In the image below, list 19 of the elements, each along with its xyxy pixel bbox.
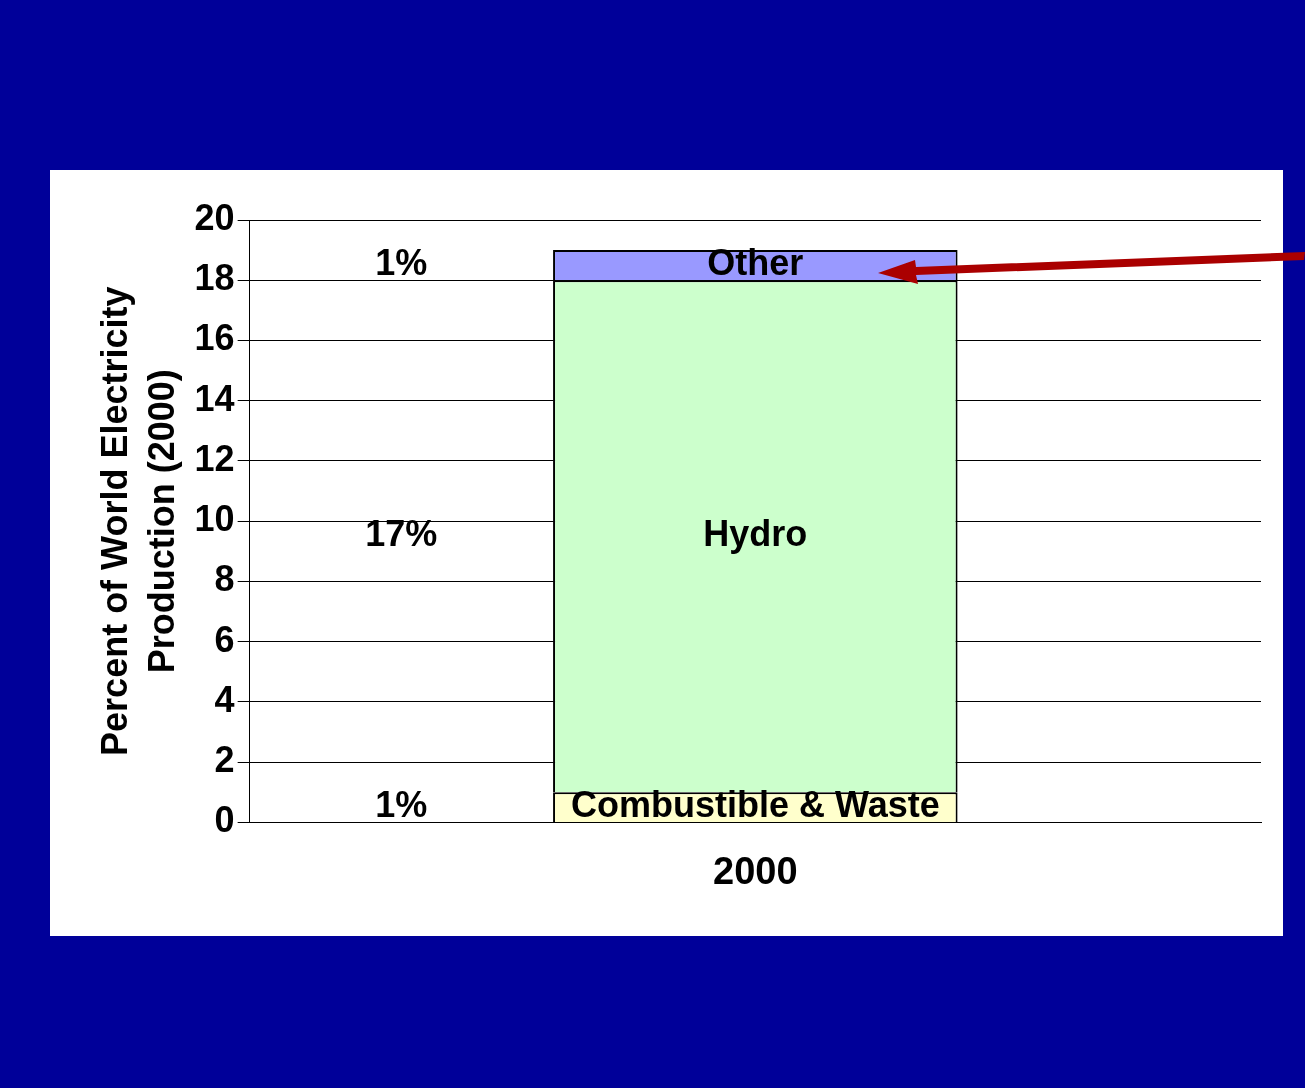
- y-tick-label: 0: [214, 799, 235, 841]
- annotation: 1%: [375, 784, 428, 826]
- y-tick-label: 16: [194, 317, 235, 359]
- y-tick-label: 10: [194, 498, 235, 540]
- y-tick-label: 2: [214, 739, 235, 781]
- y-axis-title: Percent of World Electricity Production (2000): [94, 286, 183, 756]
- x-tick-label: 2000: [713, 849, 798, 892]
- series-label: Combustible & Waste: [570, 784, 940, 826]
- y-tick-label: 8: [214, 558, 235, 600]
- y-tick-label: 14: [194, 377, 235, 419]
- series-label: Hydro: [703, 513, 808, 555]
- y-tick-label: 18: [194, 257, 235, 299]
- y-tick-label: 6: [214, 618, 235, 660]
- y-tick-label: 12: [194, 437, 235, 479]
- y-tick-label: 20: [194, 196, 235, 238]
- y-tick-label: 4: [214, 678, 235, 720]
- annotation: 1%: [375, 242, 428, 284]
- annotation: 17%: [365, 513, 438, 555]
- series-label: Other: [707, 242, 804, 284]
